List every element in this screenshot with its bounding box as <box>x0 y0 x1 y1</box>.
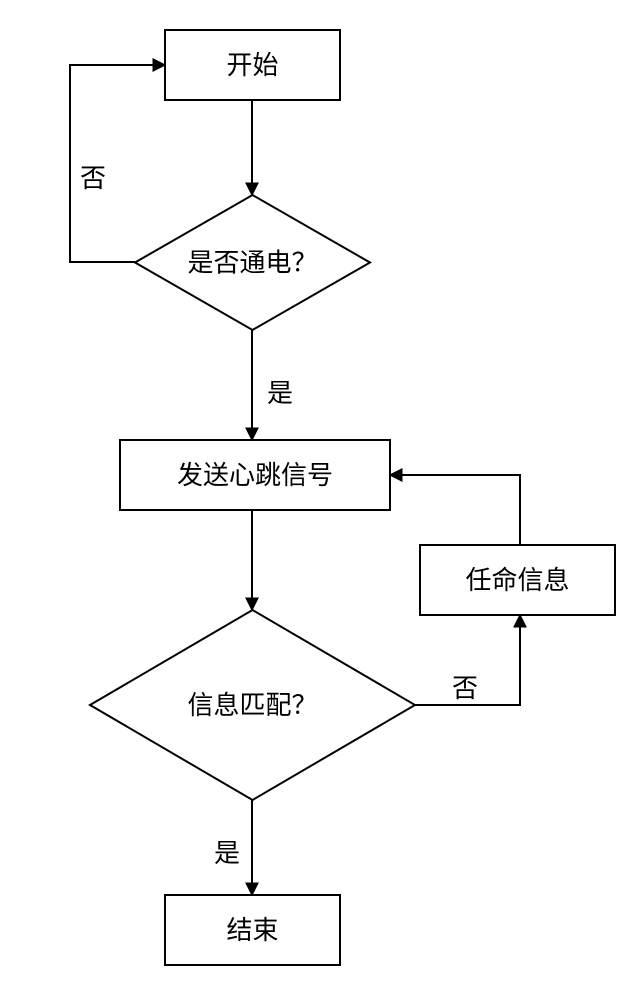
node-label-end: 结束 <box>226 915 278 945</box>
edge-label-power-start: 否 <box>80 163 106 193</box>
edge-appoint-to-send <box>390 475 520 545</box>
node-label-match: 信息匹配？ <box>187 690 317 720</box>
node-label-power: 是否通电？ <box>187 247 317 277</box>
edge-label-power-send: 是 <box>267 378 293 408</box>
node-label-send: 发送心跳信号 <box>177 460 333 490</box>
edge-label-match-appoint: 否 <box>452 673 478 703</box>
node-label-start: 开始 <box>226 50 278 80</box>
node-label-appoint: 任命信息 <box>465 565 569 595</box>
edge-label-match-end: 是 <box>214 838 240 868</box>
